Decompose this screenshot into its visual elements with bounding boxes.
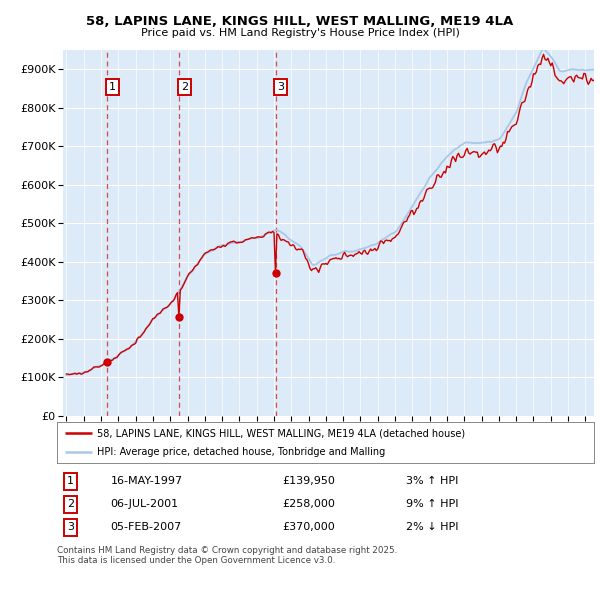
Text: Contains HM Land Registry data © Crown copyright and database right 2025.
This d: Contains HM Land Registry data © Crown c… (57, 546, 397, 565)
Text: HPI: Average price, detached house, Tonbridge and Malling: HPI: Average price, detached house, Tonb… (97, 447, 386, 457)
Text: 06-JUL-2001: 06-JUL-2001 (111, 500, 179, 509)
Text: 2: 2 (67, 500, 74, 509)
Text: 1: 1 (109, 82, 116, 91)
Text: 3: 3 (277, 82, 284, 91)
Text: 58, LAPINS LANE, KINGS HILL, WEST MALLING, ME19 4LA (detached house): 58, LAPINS LANE, KINGS HILL, WEST MALLIN… (97, 428, 466, 438)
Text: 58, LAPINS LANE, KINGS HILL, WEST MALLING, ME19 4LA: 58, LAPINS LANE, KINGS HILL, WEST MALLIN… (86, 15, 514, 28)
Text: 3% ↑ HPI: 3% ↑ HPI (406, 477, 458, 486)
Text: 1: 1 (67, 477, 74, 486)
Text: £139,950: £139,950 (283, 477, 335, 486)
Text: 9% ↑ HPI: 9% ↑ HPI (406, 500, 458, 509)
Text: Price paid vs. HM Land Registry's House Price Index (HPI): Price paid vs. HM Land Registry's House … (140, 28, 460, 38)
Text: 05-FEB-2007: 05-FEB-2007 (111, 523, 182, 532)
Text: 16-MAY-1997: 16-MAY-1997 (111, 477, 183, 486)
Text: 2: 2 (181, 82, 188, 91)
Text: 3: 3 (67, 523, 74, 532)
Text: £258,000: £258,000 (283, 500, 335, 509)
Text: £370,000: £370,000 (283, 523, 335, 532)
Text: 2% ↓ HPI: 2% ↓ HPI (406, 523, 458, 532)
